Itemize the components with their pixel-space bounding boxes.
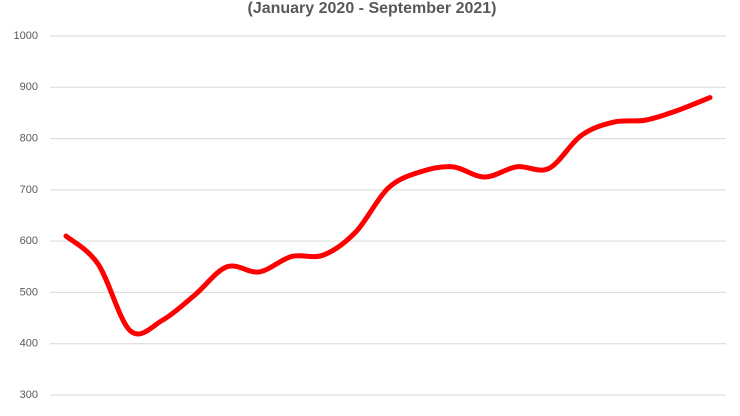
chart-subtitle: (January 2020 - September 2021) bbox=[247, 0, 496, 17]
data-line bbox=[63, 95, 713, 337]
y-tick-label: 700 bbox=[20, 184, 38, 196]
y-tick-label: 400 bbox=[20, 338, 38, 350]
y-tick-label: 300 bbox=[20, 389, 38, 401]
y-tick-label: 600 bbox=[20, 235, 38, 247]
y-tick-label: 900 bbox=[20, 81, 38, 93]
y-tick-label: 800 bbox=[20, 132, 38, 144]
y-tick-label: 500 bbox=[20, 286, 38, 298]
y-tick-label: 1000 bbox=[14, 30, 38, 42]
